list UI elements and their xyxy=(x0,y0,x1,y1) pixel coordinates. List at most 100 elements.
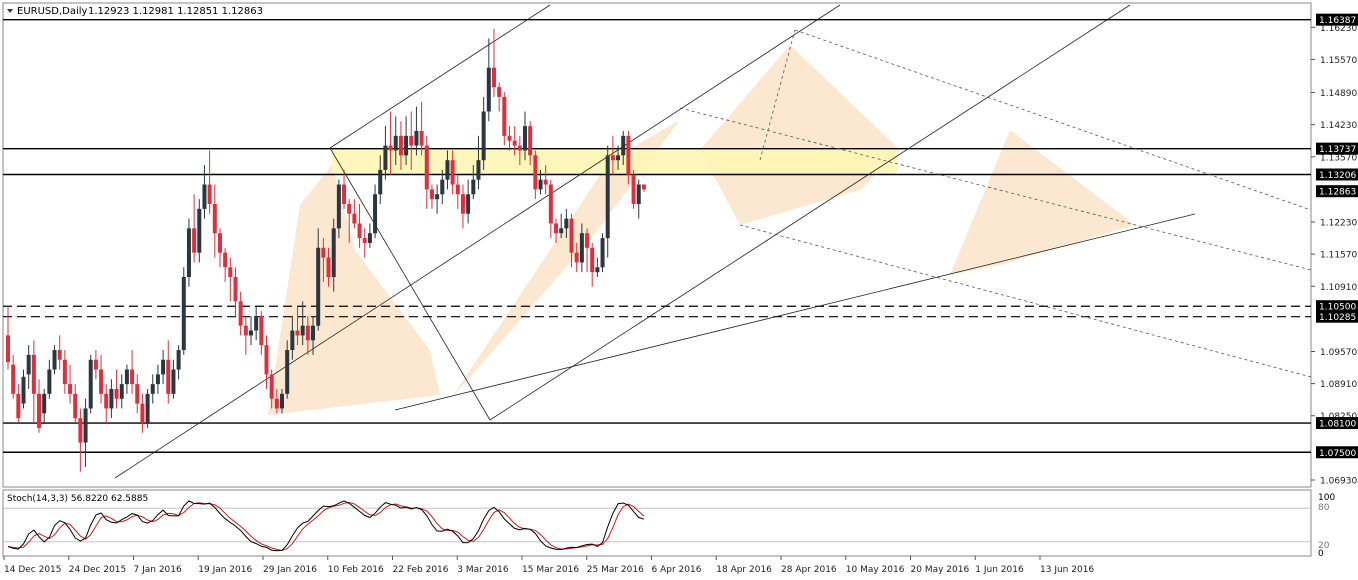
candle xyxy=(311,315,316,355)
candle xyxy=(181,267,186,355)
candle xyxy=(357,204,362,248)
level-label-box xyxy=(1316,168,1358,181)
level-label-text: 1.08100 xyxy=(1319,420,1356,430)
stoch-scale-80: 80 xyxy=(1318,503,1330,513)
candle-body xyxy=(481,111,486,161)
candle xyxy=(600,233,605,273)
candle xyxy=(16,384,21,424)
pattern-triangle-3 xyxy=(700,45,900,225)
stoch-scale-20: 20 xyxy=(1318,541,1330,551)
candle-body xyxy=(321,247,326,258)
candle-body xyxy=(502,96,507,136)
candle-body xyxy=(47,369,52,394)
x-tick-label: 6 Apr 2016 xyxy=(652,565,702,575)
candle xyxy=(31,340,36,424)
candle-body xyxy=(367,233,372,243)
candle xyxy=(424,135,429,209)
candle xyxy=(548,179,553,239)
candle-body xyxy=(264,345,269,375)
candle-body xyxy=(471,179,476,195)
candle-body xyxy=(233,277,238,302)
dropdown-arrow-icon[interactable] xyxy=(7,9,13,13)
candle-body xyxy=(466,194,471,214)
channel-line-right xyxy=(489,4,1131,421)
y-tick-label: 1.09570 xyxy=(1320,348,1357,358)
candle xyxy=(78,408,83,472)
candle-body xyxy=(150,384,155,394)
candle-body xyxy=(357,223,362,239)
candle xyxy=(52,345,57,375)
candle xyxy=(471,165,476,200)
candle xyxy=(404,116,409,166)
candle-body xyxy=(83,408,88,443)
candle-body xyxy=(104,393,109,409)
y-tick-label: 1.13570 xyxy=(1320,153,1357,163)
x-tick-label: 20 May 2016 xyxy=(911,565,970,575)
level-label-text: 1.13206 xyxy=(1319,171,1356,181)
y-tick-label: 1.08910 xyxy=(1320,380,1357,390)
candle xyxy=(636,179,641,219)
stoch-label: Stoch(14,3,3) 56.8220 62.5885 xyxy=(7,494,148,504)
candle xyxy=(243,315,248,355)
candle-body xyxy=(316,247,321,326)
support-trendline xyxy=(394,213,1196,411)
level-label-box xyxy=(1316,13,1358,26)
candle-body xyxy=(373,194,378,234)
candle-body xyxy=(11,364,16,394)
candle xyxy=(295,306,300,346)
candle xyxy=(280,388,285,414)
level-label-box xyxy=(1316,300,1358,313)
y-tick-label: 1.11570 xyxy=(1320,251,1357,261)
candle-body xyxy=(192,228,197,253)
candle-body xyxy=(636,184,641,204)
candle-body xyxy=(419,130,424,146)
level-label: 1.12863 xyxy=(1316,185,1358,198)
candle xyxy=(378,155,383,204)
candle-body xyxy=(181,277,186,351)
level-label: 1.10500 xyxy=(1316,300,1358,313)
candles xyxy=(6,28,646,472)
candle xyxy=(419,101,424,156)
candle xyxy=(486,38,491,122)
candle xyxy=(37,379,42,433)
level-label: 1.13206 xyxy=(1316,168,1358,181)
candle xyxy=(316,228,321,331)
stoch-panel-border xyxy=(2,489,1312,557)
candle xyxy=(460,184,465,229)
candle xyxy=(610,135,615,175)
candle xyxy=(83,398,88,467)
candle-body xyxy=(569,218,574,253)
candle-body xyxy=(171,369,176,394)
x-tick-label: 1 Jun 2016 xyxy=(975,565,1024,575)
channel-line-lower-left xyxy=(114,4,841,479)
level-label: 1.13737 xyxy=(1316,142,1358,155)
candle-body xyxy=(497,87,502,97)
candle xyxy=(130,350,135,394)
candle-body xyxy=(6,335,10,363)
candle-body xyxy=(590,247,595,273)
candle-body xyxy=(559,228,564,234)
candle xyxy=(533,150,538,200)
level-label: 1.10285 xyxy=(1316,310,1358,323)
candle-body xyxy=(62,359,67,385)
candle xyxy=(455,174,460,209)
candle xyxy=(543,165,548,195)
candle-body xyxy=(176,350,181,370)
candle-body xyxy=(476,160,481,180)
candle xyxy=(161,350,166,385)
trend-drop-line xyxy=(329,147,491,421)
candle xyxy=(476,135,481,190)
y-tick-label: 1.15570 xyxy=(1320,56,1357,66)
y-tick-label: 1.16230 xyxy=(1320,24,1357,34)
candle xyxy=(254,306,259,341)
candle xyxy=(502,92,507,146)
candle xyxy=(197,199,202,263)
candle xyxy=(300,301,305,346)
candle xyxy=(569,213,574,268)
dotted-swing xyxy=(759,29,796,161)
candle xyxy=(88,354,93,414)
candle xyxy=(26,345,31,389)
candle-body xyxy=(600,238,605,268)
